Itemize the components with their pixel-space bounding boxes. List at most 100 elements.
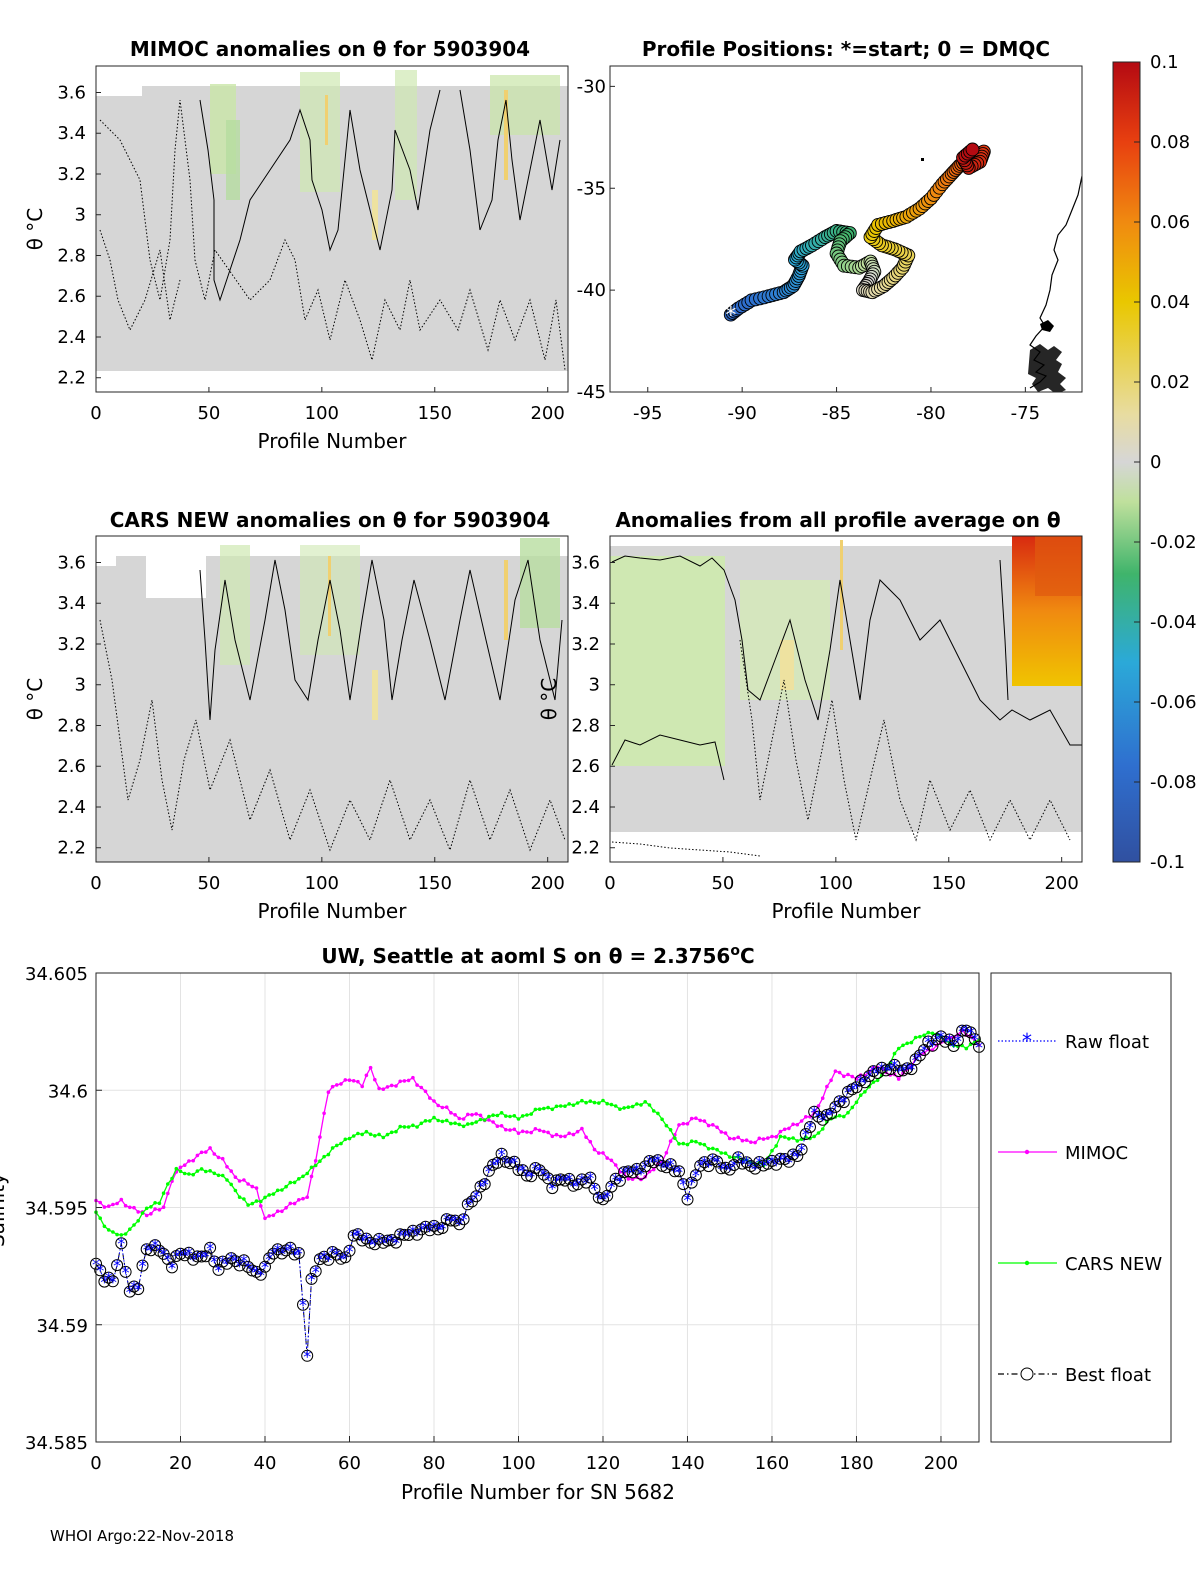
best-float-marker [668, 1165, 681, 1178]
cars-point [229, 1182, 233, 1187]
mimoc-point [685, 1122, 690, 1126]
mimoc-point [364, 1073, 369, 1078]
best-float-marker [449, 1214, 462, 1227]
raw-float-marker: * [730, 1156, 738, 1175]
cars-point [250, 1201, 255, 1206]
raw-float-marker: * [206, 1239, 214, 1258]
raw-float-marker: * [122, 1263, 130, 1282]
mimoc-point [178, 1165, 183, 1170]
best-float-marker [520, 1169, 533, 1182]
raw-float-marker: * [130, 1278, 138, 1297]
best-float-marker [858, 1076, 871, 1089]
x-tick-label: 100 [501, 1453, 535, 1474]
cars-point [664, 1123, 669, 1128]
cars-point [689, 1139, 694, 1143]
x-tick-label: 150 [932, 873, 966, 894]
mimoc-point [280, 1209, 284, 1214]
best-float-marker [457, 1213, 470, 1226]
best-float-marker [508, 1155, 521, 1168]
best-float-marker [622, 1165, 635, 1178]
salinity-title-unit: C [740, 944, 755, 968]
mimoc-point [651, 1167, 656, 1172]
best-float-marker [98, 1275, 111, 1288]
cars-point [233, 1188, 238, 1193]
mimoc-point [449, 1111, 453, 1115]
cars-point [858, 1093, 863, 1097]
cars-point [605, 1101, 609, 1106]
cars-point [394, 1129, 398, 1134]
cars-point [622, 1106, 626, 1110]
cars-point [351, 1134, 356, 1138]
raw-float-marker: * [717, 1159, 725, 1178]
x-tick-label: 50 [197, 873, 220, 894]
salinity-series: ****************************************… [90, 1022, 985, 1366]
mimoc-point [842, 1074, 846, 1079]
cars-point [187, 1172, 191, 1176]
best-float-marker [922, 1035, 935, 1048]
mimoc-point [436, 1103, 441, 1108]
raw-float-marker: * [489, 1156, 497, 1175]
best-float-marker [749, 1162, 762, 1175]
cars-point [909, 1040, 914, 1045]
salinity-legend: * Raw float MIMOC CARS NEW Best float [990, 972, 1172, 1443]
raw-float-marker: * [291, 1246, 299, 1265]
mimoc-point [339, 1082, 343, 1086]
x-tick-label: -75 [1011, 403, 1040, 424]
raw-float-marker: * [177, 1245, 185, 1264]
cars-point [364, 1129, 369, 1134]
mimoc-point [558, 1134, 563, 1139]
raw-float-marker: * [379, 1234, 387, 1253]
cars-ticks: 0 50 100 150 200 2.2 2.4 2.6 2.8 3 3.2 3.4 3.6 [57, 552, 564, 894]
best-float-marker [909, 1053, 922, 1066]
best-float-marker [554, 1173, 567, 1186]
mimoc-point [715, 1125, 719, 1130]
cars-point [111, 1230, 115, 1234]
mimoc-point [297, 1198, 301, 1202]
cars-point [512, 1114, 517, 1118]
raw-float-marker: * [823, 1106, 831, 1125]
raw-float-marker: * [265, 1249, 273, 1268]
best-float-marker [892, 1065, 905, 1077]
raw-float-marker: * [726, 1161, 734, 1180]
raw-float-marker: * [286, 1239, 294, 1258]
cars-point [926, 1030, 931, 1035]
raw-float-marker: * [269, 1245, 277, 1264]
best-float-marker [292, 1247, 305, 1259]
cars-point [305, 1171, 310, 1176]
x-tick-label: 0 [90, 1453, 101, 1474]
cars-point [791, 1136, 795, 1140]
x-tick-label: 50 [197, 403, 220, 424]
legend-marker-dot [1024, 1149, 1030, 1155]
mimoc-point [740, 1138, 745, 1143]
raw-float-marker: * [962, 1022, 970, 1041]
cars-point [867, 1084, 871, 1089]
y-tick-label: 2.4 [57, 797, 86, 818]
mimoc-axes-box [95, 65, 569, 393]
raw-float-marker: * [945, 1031, 953, 1050]
mimoc-point [601, 1151, 605, 1155]
raw-float-marker: * [658, 1157, 666, 1176]
raw-float-marker: * [561, 1172, 569, 1191]
coastline [921, 158, 1082, 392]
best-float-marker [301, 1349, 314, 1362]
best-float-marker [461, 1198, 474, 1211]
cars-point [157, 1201, 162, 1206]
cars-point [182, 1171, 187, 1176]
cars-point [601, 1098, 605, 1103]
cars-point [618, 1107, 622, 1111]
best-float-marker [94, 1264, 107, 1277]
mimoc-point [115, 1201, 119, 1206]
legend-marker-circle [1020, 1367, 1034, 1381]
raw-float-marker: * [257, 1266, 265, 1285]
best-float-marker [322, 1253, 335, 1266]
cars-point [643, 1100, 647, 1104]
cars-point [694, 1139, 698, 1144]
raw-float-marker: * [667, 1155, 675, 1174]
mimoc-point [584, 1135, 588, 1139]
best-float-marker [428, 1219, 440, 1232]
raw-float-marker: * [654, 1151, 662, 1170]
mimoc-point [470, 1113, 474, 1117]
cars-anomaly-panel: CARS NEW anomalies on θ for 5903904 Prof… [23, 508, 569, 923]
raw-float-marker: * [172, 1247, 180, 1266]
cars-point [267, 1193, 272, 1197]
